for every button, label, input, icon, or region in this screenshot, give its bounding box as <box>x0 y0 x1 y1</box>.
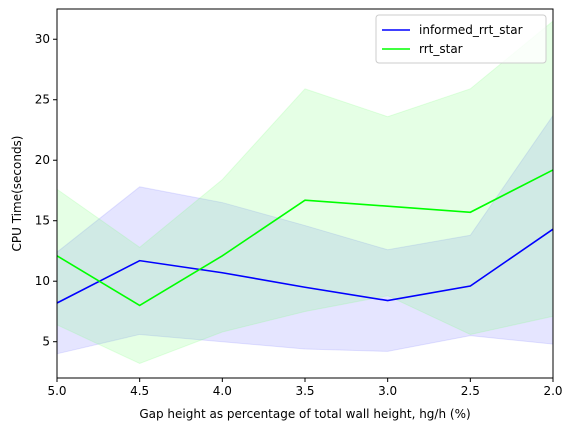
y-tick-label: 10 <box>35 274 50 288</box>
x-tick-label: 3.0 <box>378 384 397 398</box>
legend-label-informed_rrt_star: informed_rrt_star <box>419 23 523 37</box>
legend: informed_rrt_star rrt_star <box>375 14 547 64</box>
x-axis-label: Gap height as percentage of total wall h… <box>139 407 470 421</box>
x-tick-label: 3.5 <box>295 384 314 398</box>
x-tick-label: 2.0 <box>543 384 562 398</box>
y-tick-label: 30 <box>35 32 50 46</box>
rrt_star-line <box>56 169 554 307</box>
x-tick-label: 5.0 <box>47 384 66 398</box>
confidence-bands <box>56 20 554 365</box>
x-tick-label: 2.5 <box>461 384 480 398</box>
x-tick-label: 4.5 <box>130 384 149 398</box>
y-tick-label: 15 <box>35 214 50 228</box>
y-tick-label: 5 <box>42 335 50 349</box>
y-tick-label: 25 <box>35 93 50 107</box>
x-axis-ticks: 5.0 4.5 4.0 3.5 3.0 2.5 2.0 <box>47 378 563 398</box>
informed_rrt_star-line <box>56 228 554 304</box>
series-lines <box>56 169 554 307</box>
x-tick-label: 4.0 <box>213 384 232 398</box>
y-axis-ticks: 5 10 15 20 25 30 <box>35 32 57 349</box>
legend-label-rrt_star: rrt_star <box>419 42 463 56</box>
legend-box <box>375 14 547 64</box>
y-tick-label: 20 <box>35 153 50 167</box>
y-axis-label: CPU Time(seconds) <box>10 136 24 252</box>
